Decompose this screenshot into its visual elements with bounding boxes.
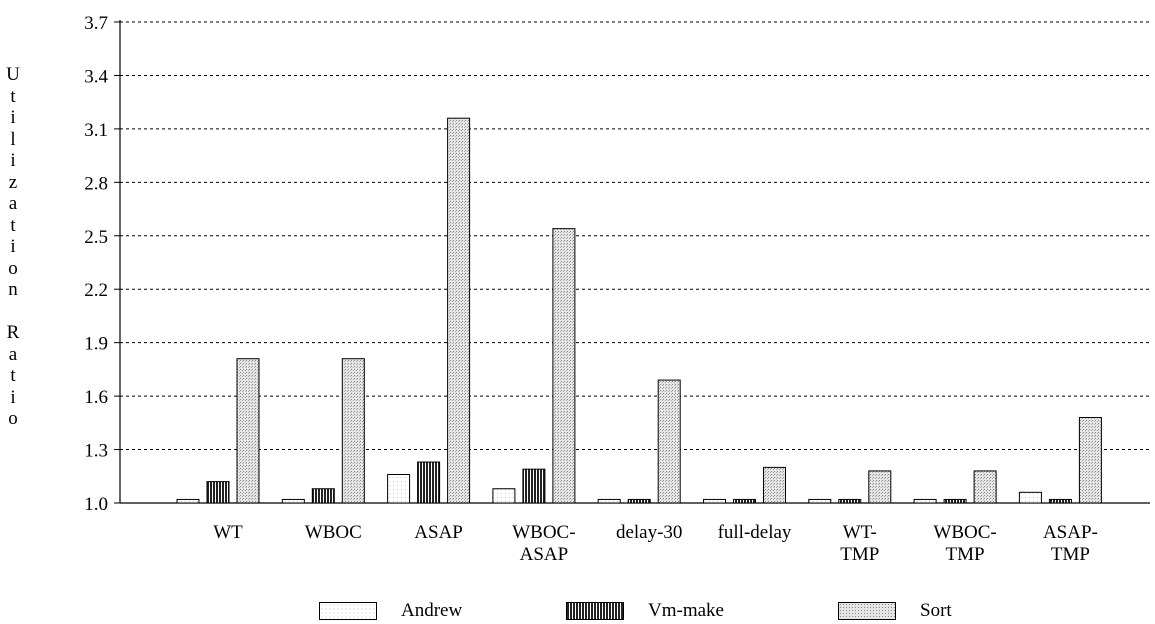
y-axis-title-letter: a <box>8 193 18 214</box>
bar-andrew <box>387 473 411 504</box>
bar-andrew <box>492 488 516 504</box>
bar-sort <box>763 466 786 504</box>
y-axis-title-gap <box>2 301 24 323</box>
bar-vm-make <box>206 481 230 504</box>
bar-sort <box>552 228 576 504</box>
bar-sort <box>1078 416 1102 504</box>
y-axis-title-letter: o <box>8 408 18 429</box>
bar-vm-make <box>417 461 441 504</box>
y-tick-label: 2.8 <box>84 173 108 194</box>
y-tick-labels: 1.0 1.3 1.6 1.9 2.2 2.5 2.8 3.1 3.4 3.7 <box>84 13 108 515</box>
y-tick-label: 2.5 <box>84 227 108 248</box>
x-tick-label: WBOC- <box>512 522 575 543</box>
y-tick-label: 3.7 <box>84 13 108 34</box>
bar-andrew <box>597 498 621 504</box>
bar-vm-make <box>1048 498 1072 504</box>
y-axis-title-letter: R <box>6 322 20 343</box>
y-axis-title-letter: l <box>10 128 16 150</box>
bar-sort <box>973 470 997 504</box>
y-axis-title-letter: i <box>10 107 16 128</box>
x-tick-label: ASAP <box>414 522 463 543</box>
bar-andrew <box>281 498 305 504</box>
y-axis-title-letter: t <box>10 214 16 236</box>
bar-andrew <box>1018 491 1042 504</box>
x-tick-label: WBOC- <box>933 522 996 543</box>
legend: Andrew Vm-make Sort <box>0 600 1155 624</box>
y-axis-title-letter: U <box>6 64 20 85</box>
y-axis-title-letter: t <box>10 85 16 107</box>
bar-vm-make <box>627 498 651 504</box>
bar-andrew <box>808 498 832 504</box>
x-tick-label: full-delay <box>718 522 792 543</box>
legend-swatch-vm-make <box>566 602 624 620</box>
legend-swatch-sort <box>838 602 896 620</box>
x-tick-label: WT- <box>843 522 877 543</box>
y-tick-label: 1.9 <box>84 334 108 355</box>
y-axis-title-letter: z <box>8 171 18 193</box>
legend-swatch-andrew <box>319 602 377 620</box>
y-tick-label: 3.4 <box>84 66 108 87</box>
y-axis-title-letter: o <box>8 257 18 279</box>
bar-sort <box>236 358 260 504</box>
y-axis-title-letter: a <box>8 343 18 365</box>
y-axis-title-letter: n <box>8 279 18 300</box>
y-tick-label: 1.6 <box>84 387 108 408</box>
x-tick-label: TMP <box>840 544 879 565</box>
y-axis-title-letter: i <box>10 236 16 257</box>
legend-label-sort: Sort <box>920 600 952 621</box>
y-tick-label: 1.0 <box>84 494 108 515</box>
bar-andrew <box>703 498 726 504</box>
x-tick-label: WT <box>213 522 243 543</box>
x-tick-label: ASAP- <box>1043 522 1098 543</box>
bar-vm-make <box>838 498 862 504</box>
y-axis-title-letter: t <box>10 365 16 386</box>
x-tick-label: delay-30 <box>616 522 682 543</box>
y-tick-label: 2.2 <box>84 280 108 301</box>
y-axis-title-letter: i <box>10 386 16 408</box>
x-tick-label: WBOC <box>305 522 362 543</box>
bar-andrew <box>913 498 937 504</box>
x-tick-label: TMP <box>1051 544 1090 565</box>
legend-label-andrew: Andrew <box>401 600 463 621</box>
y-tick-label: 1.3 <box>84 441 108 462</box>
legend-label-vm-make: Vm-make <box>648 600 724 621</box>
bar-vm-make <box>311 488 335 504</box>
bar-vm-make <box>733 498 756 504</box>
x-tick-label: TMP <box>946 544 985 565</box>
bar-sort <box>447 117 471 504</box>
gridlines <box>120 21 1150 451</box>
x-tick-label: ASAP <box>520 544 569 565</box>
bar-sort <box>868 470 892 504</box>
bar-vm-make <box>943 498 967 504</box>
bar-sort <box>341 358 365 504</box>
y-axis-title-letter: i <box>10 150 16 171</box>
bar-vm-make <box>522 468 546 504</box>
bar-andrew <box>176 498 200 504</box>
bars <box>176 117 1102 504</box>
y-tick-label: 3.1 <box>84 120 108 141</box>
axes <box>114 20 1150 504</box>
bar-sort <box>657 379 681 504</box>
